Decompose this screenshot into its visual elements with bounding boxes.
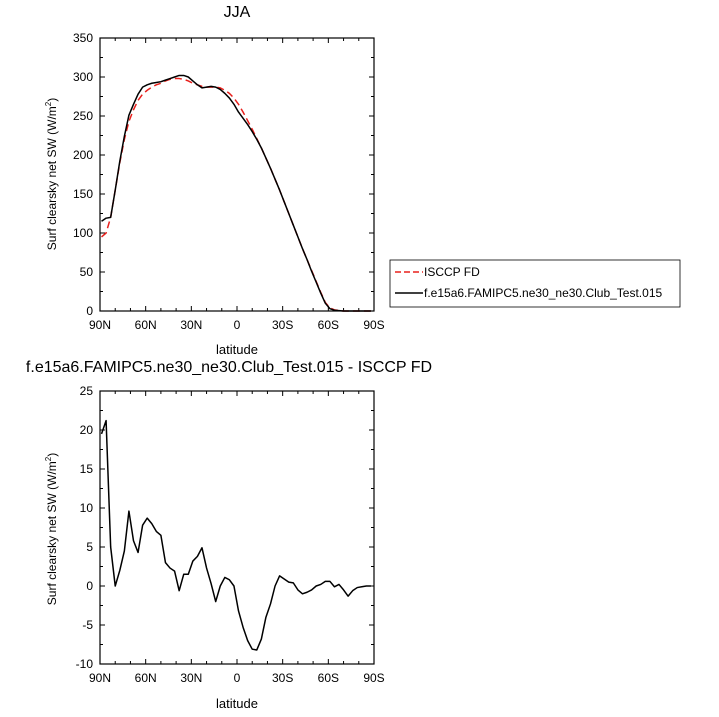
y-tick-label: 250 [73,109,93,123]
x-tick-label: 30S [272,318,293,332]
series-line-0 [100,419,371,651]
chart-bottom-title: f.e15a6.FAMIPC5.ne30_ne30.Club_Test.015 … [26,359,432,376]
x-tick-label: 60S [318,671,339,685]
chart-bottom-frame [99,390,375,665]
x-tick-label: 60N [135,318,157,332]
y-tick-label: 10 [80,501,94,515]
y-tick-label: -5 [82,618,93,632]
y-tick-label: 50 [80,265,94,279]
x-tick-label: 0 [234,318,241,332]
chart-top-title: JJA [224,4,251,21]
x-tick-label: 90S [363,318,384,332]
y-tick-label: 100 [73,226,93,240]
x-tick-label: 60S [318,318,339,332]
series-line-1 [101,74,371,312]
x-tick-label: 90S [363,671,384,685]
legend-label-model: f.e15a6.FAMIPC5.ne30_ne30.Club_Test.015 [424,286,662,300]
x-tick-label: 90N [89,318,111,332]
x-tick-label: 90N [89,671,111,685]
chart-top-frame [99,37,375,312]
y-tick-label: 5 [86,540,93,554]
y-tick-label: 15 [80,462,94,476]
series-line-0 [101,77,371,312]
x-tick-label: 60N [135,671,157,685]
y-tick-label: 20 [80,423,94,437]
x-tick-label: 0 [234,671,241,685]
chart-bottom-plot-area: -10 -5 0 5 10 15 20 25 90N 60N 30N 0 30S 60S 90S [76,384,385,685]
legend: ISCCP FD f.e15a6.FAMIPC5.ne30_ne30.Club_… [389,259,681,308]
chart-top: JJA Surf clearsky net SW (W/m2) latitude… [44,4,385,357]
chart-bottom-ylabel: Surf clearsky net SW (W/m2) [44,453,59,605]
y-tick-label: 0 [86,579,93,593]
chart-top-xlabel: latitude [216,342,258,357]
y-tick-label: 0 [86,304,93,318]
legend-label-isccp: ISCCP FD [424,265,480,279]
legend-box [389,259,681,308]
x-tick-label: 30N [180,671,202,685]
y-tick-label: -10 [76,657,94,671]
y-tick-label: 150 [73,187,93,201]
x-tick-label: 30S [272,671,293,685]
chart-bottom-xlabel: latitude [216,696,258,711]
y-tick-label: 200 [73,148,93,162]
y-tick-label: 300 [73,70,93,84]
y-tick-label: 25 [80,384,94,398]
x-tick-label: 30N [180,318,202,332]
chart-top-ylabel: Surf clearsky net SW (W/m2) [44,98,59,250]
y-tick-label: 350 [73,31,93,45]
chart-bottom: f.e15a6.FAMIPC5.ne30_ne30.Club_Test.015 … [26,359,432,711]
chart-top-plot-area: 0 50 100 150 200 250 300 350 90N 60N 30N 0 30S 60S 90S [73,31,385,332]
